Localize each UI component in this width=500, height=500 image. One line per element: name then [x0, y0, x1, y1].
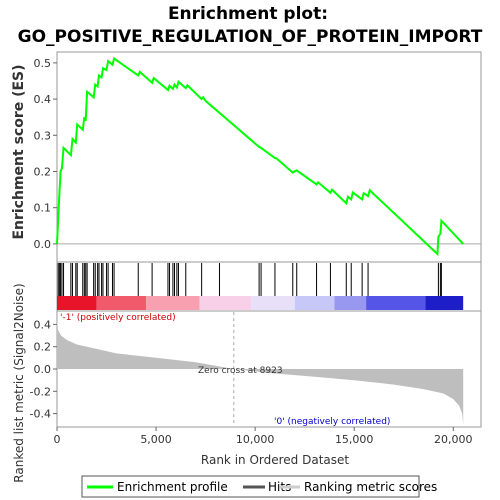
- legend: Enrichment profile Hits Ranking metric s…: [81, 475, 437, 498]
- color-bar-segment: [199, 296, 252, 310]
- legend-label-ranking-metric: Ranking metric scores: [304, 480, 437, 494]
- legend-label-enrichment-profile: Enrichment profile: [117, 480, 228, 494]
- metric-y-tick-label: 0.0: [34, 363, 52, 376]
- es-y-tick-label: 0.2: [34, 165, 52, 178]
- color-bar-segment: [334, 296, 367, 310]
- color-bar-segment: [96, 296, 147, 310]
- color-bar-segment: [146, 296, 200, 310]
- es-y-tick-label: 0.3: [34, 129, 52, 142]
- es-panel: 0.0 0.1 0.2 0.3 0.4 0.5 Enrichment score (ES): [11, 51, 482, 263]
- x-axis-title: Rank in Ordered Dataset: [201, 453, 349, 467]
- x-tick-label: 10,000: [236, 433, 275, 446]
- es-y-tick-label: 0.1: [34, 202, 52, 215]
- metric-y-tick-label: 0.2: [34, 341, 52, 354]
- color-bar-segment: [425, 296, 464, 310]
- zero-cross-label: Zero cross at 8923: [198, 366, 283, 376]
- negative-correlation-label: '0' (negatively correlated): [274, 417, 390, 427]
- metric-y-tick-label: -0.2: [30, 385, 51, 398]
- es-y-tick-label: 0.0: [34, 238, 52, 251]
- x-tick-label: 20,000: [434, 433, 473, 446]
- chart-title-line2: GO_POSITIVE_REGULATION_OF_PROTEIN_IMPORT: [18, 27, 483, 47]
- hits-panel: [56, 261, 482, 312]
- x-tick-label: 5,000: [140, 433, 172, 446]
- es-y-tick-label: 0.5: [34, 57, 52, 70]
- color-bar-segment: [366, 296, 426, 310]
- color-bar-segment: [251, 296, 295, 310]
- metric-y-tick-label: -0.4: [30, 408, 51, 421]
- metric-axis-title: Ranked list metric (Signal2Noise): [12, 283, 26, 482]
- legend-label-hits: Hits: [268, 480, 291, 494]
- metric-y-tick-label: 0.4: [34, 318, 52, 331]
- es-axis-title: Enrichment score (ES): [11, 64, 27, 239]
- x-tick-label: 0: [54, 433, 61, 446]
- enrichment-profile-line: [56, 56, 464, 257]
- x-tick-label: 15,000: [335, 433, 374, 446]
- es-y-tick-label: 0.4: [34, 93, 52, 106]
- chart-title-line1: Enrichment plot:: [168, 4, 328, 24]
- color-bar-segment: [294, 296, 335, 310]
- positive-correlation-label: '-1' (positively correlated): [60, 313, 176, 323]
- metric-panel: -0.4 -0.2 0.0 0.2 0.4 '-1' (positively corre…: [12, 283, 482, 483]
- color-bar-segment: [57, 296, 97, 310]
- es-panel-frame: [56, 51, 482, 263]
- ranking-metric-area: [57, 318, 464, 425]
